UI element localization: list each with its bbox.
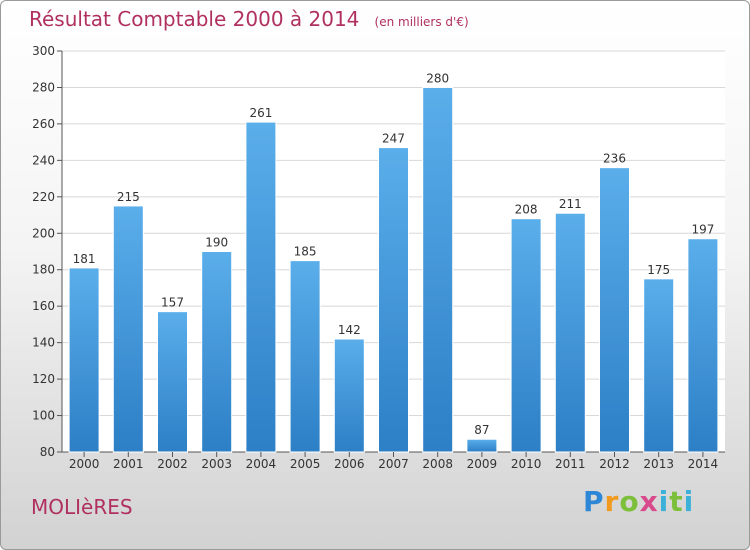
- logo-letter: P: [583, 485, 605, 518]
- bar-2008: [422, 86, 454, 453]
- y-tick-label: 300: [32, 44, 55, 58]
- data-label: 157: [161, 296, 184, 310]
- logo-letter: x: [639, 485, 659, 518]
- bar-2006: [333, 338, 365, 453]
- bar-2013: [643, 278, 675, 453]
- x-tick-label: 2001: [113, 457, 144, 471]
- chart-unit: (en milliers d'€): [374, 15, 469, 29]
- logo-letter: t: [669, 485, 684, 518]
- bar-2011: [554, 212, 586, 453]
- bar-2001: [112, 205, 144, 453]
- y-tick-label: 200: [32, 226, 55, 240]
- bar-2002: [157, 311, 188, 453]
- x-tick-label: 2007: [378, 457, 409, 471]
- logo-letter: i: [658, 485, 670, 518]
- proxiti-logo: Proxiti: [583, 485, 694, 518]
- x-tick-label: 2013: [643, 457, 674, 471]
- data-label: 185: [294, 245, 317, 259]
- y-tick-label: 240: [32, 153, 55, 167]
- bar-2000: [68, 267, 100, 453]
- data-label: 87: [474, 423, 489, 437]
- chart-title-block: Résultat Comptable 2000 à 2014 (en milli…: [29, 7, 469, 31]
- y-tick-label: 280: [32, 80, 55, 94]
- bar-2005: [289, 260, 321, 453]
- chart-title: Résultat Comptable 2000 à 2014: [29, 7, 360, 31]
- data-label: 142: [338, 323, 361, 337]
- y-tick-label: 100: [32, 409, 55, 423]
- bar-2009: [466, 438, 498, 453]
- logo-letter: i: [683, 485, 695, 518]
- data-label: 211: [559, 197, 582, 211]
- data-label: 181: [73, 252, 96, 266]
- x-tick-label: 2000: [69, 457, 100, 471]
- x-tick-label: 2010: [511, 457, 542, 471]
- bar-2004: [245, 121, 277, 453]
- logo-letter: r: [604, 485, 620, 518]
- data-label: 190: [205, 236, 228, 250]
- y-tick-label: 180: [32, 263, 55, 277]
- data-label: 280: [426, 71, 449, 85]
- city-name: MOLIèRES: [31, 495, 133, 519]
- x-tick-label: 2006: [334, 457, 365, 471]
- y-tick-label: 140: [32, 336, 55, 350]
- bar-2014: [687, 238, 719, 453]
- data-label: 197: [691, 223, 714, 237]
- y-tick-label: 120: [32, 372, 55, 386]
- x-tick-label: 2002: [157, 457, 188, 471]
- bar-2007: [378, 147, 409, 453]
- y-tick-label: 220: [32, 190, 55, 204]
- y-tick-label: 260: [32, 117, 55, 131]
- y-tick-label: 160: [32, 299, 55, 313]
- data-label: 261: [249, 106, 272, 120]
- x-tick-label: 2003: [201, 457, 232, 471]
- logo-letter: o: [619, 485, 640, 518]
- bar-2010: [510, 218, 542, 453]
- bar-2012: [599, 167, 630, 453]
- bar-2003: [201, 251, 233, 453]
- x-tick-label: 2009: [467, 457, 498, 471]
- x-tick-label: 2012: [599, 457, 630, 471]
- data-label: 215: [117, 190, 140, 204]
- data-label: 208: [515, 203, 538, 217]
- x-tick-label: 2008: [422, 457, 453, 471]
- data-label: 175: [647, 263, 670, 277]
- y-tick-label: 80: [40, 445, 55, 459]
- x-tick-label: 2011: [555, 457, 586, 471]
- x-tick-label: 2004: [246, 457, 277, 471]
- data-label: 247: [382, 132, 405, 146]
- data-label: 236: [603, 152, 626, 166]
- x-tick-label: 2014: [688, 457, 719, 471]
- x-tick-label: 2005: [290, 457, 321, 471]
